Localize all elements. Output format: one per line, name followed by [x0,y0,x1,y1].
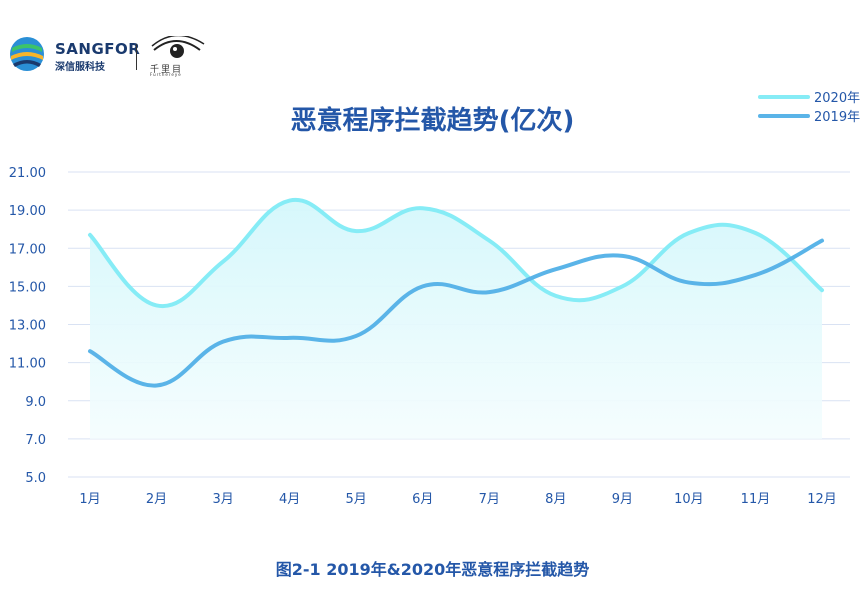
y-tick-label: 21.00 [9,166,46,181]
sangfor-logo-icon [10,37,44,71]
series-line-2019 [88,238,824,388]
y-tick-label: 17.00 [9,242,46,257]
legend-label: 2020年 [814,91,860,106]
x-tick-label: 12月 [807,492,837,507]
x-tick-label: 7月 [479,492,500,507]
y-tick-label: 19.00 [9,204,46,219]
series-areas [90,199,822,439]
y-tick-label: 11.00 [9,357,46,372]
y-tick-label: 15.00 [9,280,46,295]
y-tick-label: 7.0 [25,433,46,448]
brand-name: SANGFOR [55,40,141,58]
x-tick-label: 10月 [674,492,704,507]
x-tick-label: 9月 [612,492,633,507]
x-tick-label: 2月 [146,492,167,507]
x-tick-label: 1月 [79,492,100,507]
y-tick-label: 9.0 [25,395,46,410]
area-2020 [90,199,822,439]
x-axis-ticks: 1月 2月 3月 4月 5月 6月 7月 8月 9月 10月 11月 12月 [79,492,836,507]
y-tick-label: 5.0 [25,471,46,486]
brand-subtitle: 深信服科技 [55,62,105,73]
x-tick-label: 5月 [346,492,367,507]
partner-subtitle: Furthereye [150,72,182,77]
series-lines [88,197,824,388]
eye-logo-icon [151,36,205,58]
chart-title: 恶意程序拦截趋势(亿次) [290,106,575,136]
brand-divider [136,44,137,70]
x-tick-label: 4月 [279,492,300,507]
x-tick-label: 8月 [545,492,566,507]
y-axis-ticks: 21.00 19.00 17.00 15.00 13.00 11.00 9.0 7.0 5.0 [9,166,46,486]
x-tick-label: 11月 [741,492,771,507]
chart-caption: 图2-1 2019年&2020年恶意程序拦截趋势 [275,560,590,579]
y-tick-label: 13.00 [9,319,46,334]
x-tick-label: 3月 [212,492,233,507]
legend: 2020年 2019年 [758,91,860,125]
x-tick-label: 6月 [412,492,433,507]
legend-label: 2019年 [814,110,860,125]
partner-name: 千里目 [150,65,184,75]
series-line-2020 [88,197,824,309]
